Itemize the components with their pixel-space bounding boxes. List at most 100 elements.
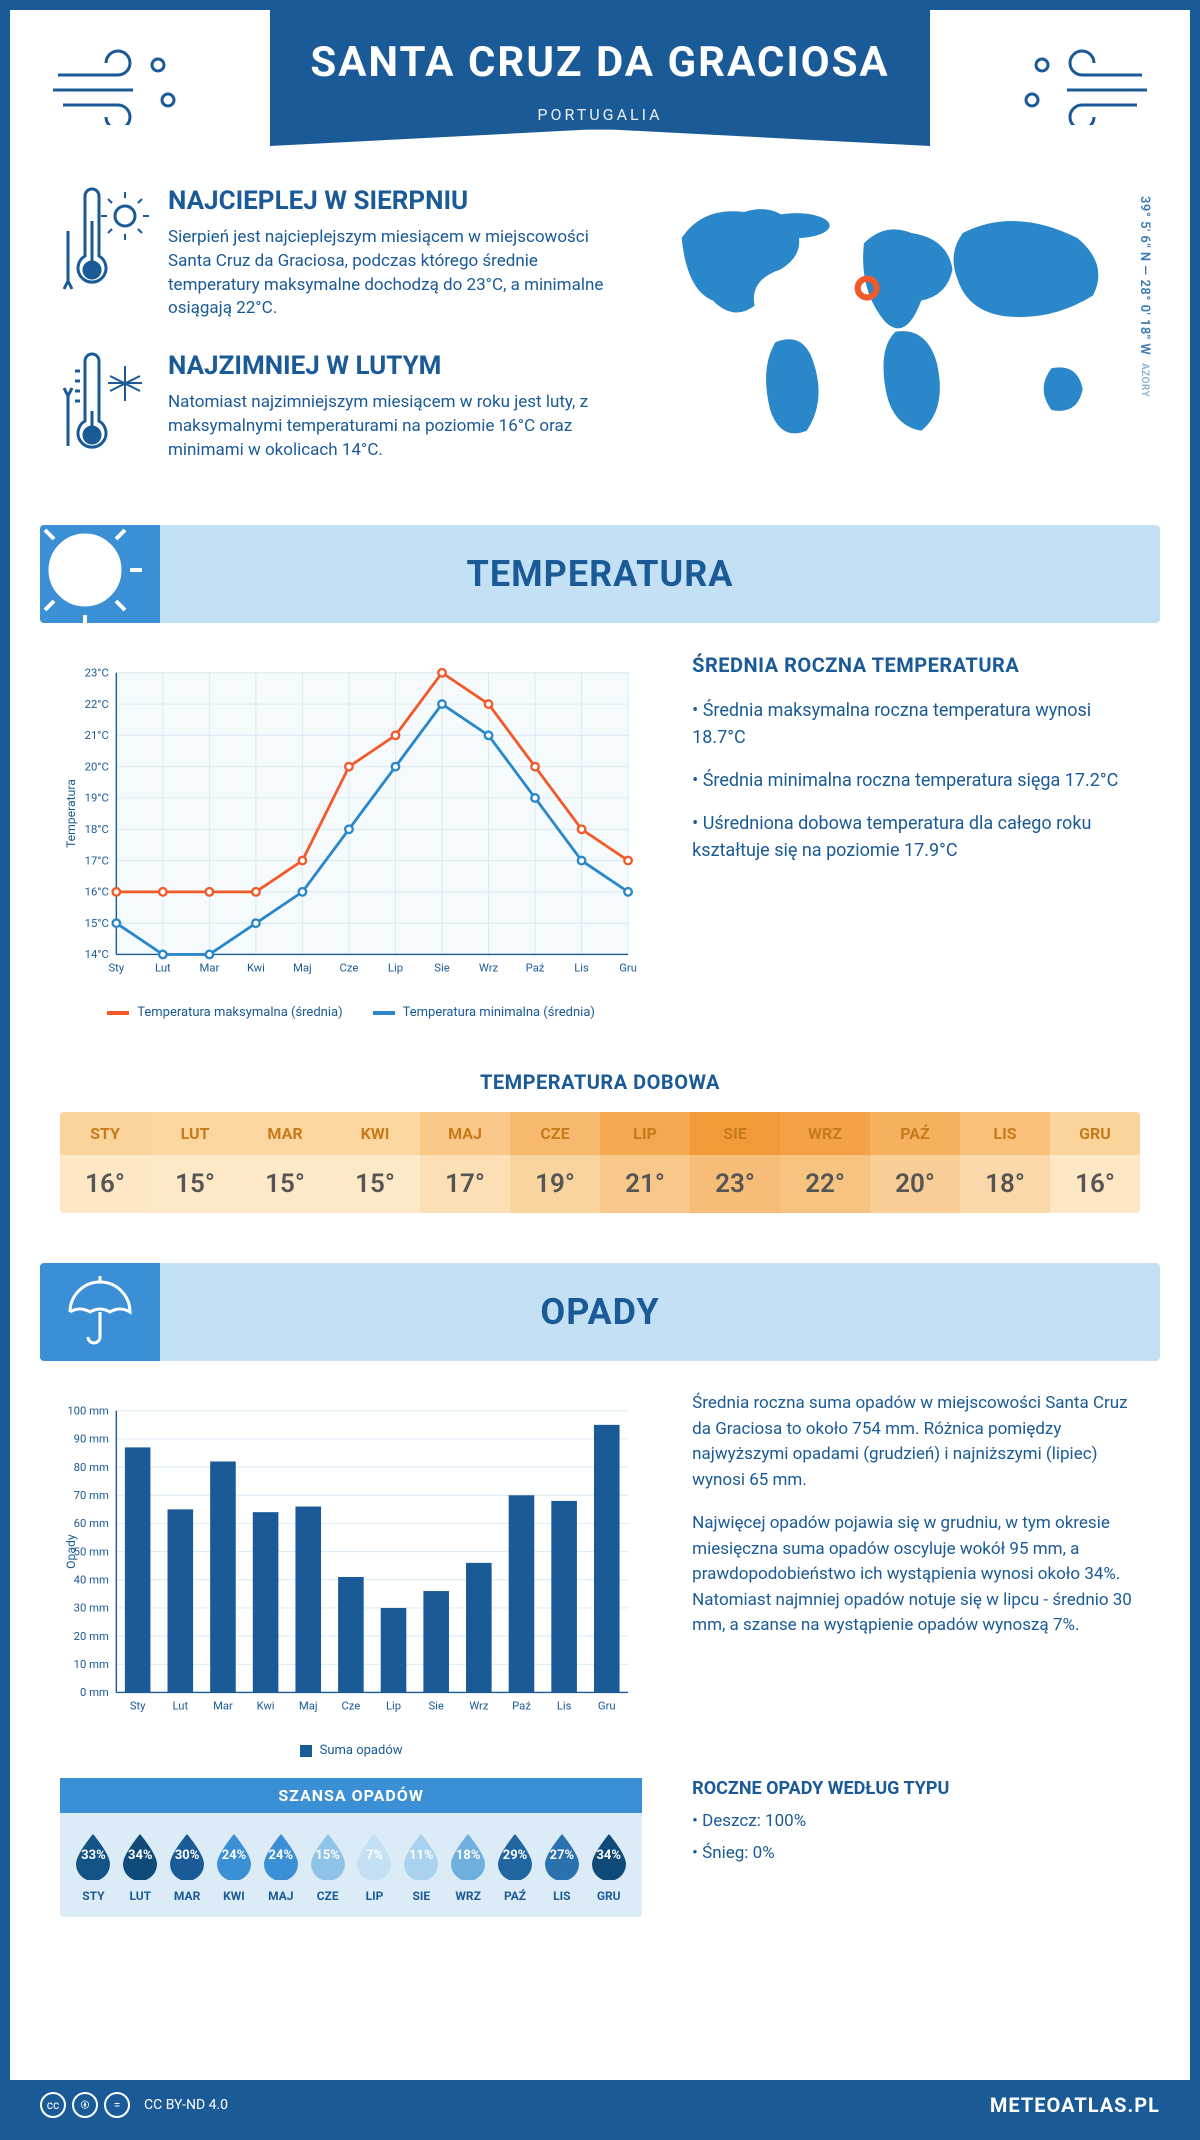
precip-paragraph: Średnia roczna suma opadów w miejscowośc… — [692, 1391, 1140, 1493]
svg-text:16°C: 16°C — [85, 886, 109, 899]
license-block: cc 🅯 = CC BY-ND 4.0 — [40, 2092, 228, 2118]
daily-month: MAR — [240, 1112, 330, 1155]
daily-col: LIS18° — [960, 1112, 1050, 1213]
daily-month: LIP — [600, 1112, 690, 1155]
chance-month: LIP — [351, 1889, 398, 1903]
svg-text:10 mm: 10 mm — [74, 1658, 109, 1671]
daily-col: CZE19° — [510, 1112, 600, 1213]
footer: cc 🅯 = CC BY-ND 4.0 METEOATLAS.PL — [10, 2080, 1190, 2130]
chance-col: 24% KWI — [211, 1827, 258, 1903]
chance-month: CZE — [304, 1889, 351, 1903]
daily-month: PAŹ — [870, 1112, 960, 1155]
svg-text:Lis: Lis — [557, 1700, 572, 1713]
cold-month-block: NAJZIMNIEJ W LUTYM Natomiast najzimniejs… — [60, 351, 610, 465]
daily-col: LUT15° — [150, 1112, 240, 1213]
svg-text:Opady: Opady — [64, 1534, 78, 1569]
svg-text:22°C: 22°C — [85, 698, 109, 711]
svg-text:Lut: Lut — [172, 1700, 188, 1713]
svg-text:21°C: 21°C — [85, 729, 109, 742]
daily-value: 22° — [780, 1155, 870, 1213]
chance-pct: 15% — [315, 1848, 340, 1863]
svg-text:Maj: Maj — [293, 962, 312, 975]
chance-panel: SZANSA OPADÓW 33%STY34%LUT30%MAR24%KWI24… — [60, 1778, 642, 1917]
chance-pct: 34% — [128, 1848, 153, 1863]
chance-col: 30% MAR — [164, 1827, 211, 1903]
svg-text:14°C: 14°C — [85, 948, 109, 961]
page-title: SANTA CRUZ DA GRACIOSA — [290, 38, 910, 87]
temp-info-heading: ŚREDNIA ROCZNA TEMPERATURA — [692, 653, 1140, 677]
daily-month: LUT — [150, 1112, 240, 1155]
daily-month: STY — [60, 1112, 150, 1155]
temp-chart-legend: Temperatura maksymalna (średnia) Tempera… — [60, 1005, 642, 1020]
daily-value: 16° — [1050, 1155, 1140, 1213]
hot-heading: NAJCIEPLEJ W SIERPNIU — [168, 186, 610, 216]
chance-col: 18%WRZ — [445, 1827, 492, 1903]
daily-month: MAJ — [420, 1112, 510, 1155]
page-subtitle: PORTUGALIA — [290, 105, 910, 124]
svg-text:Cze: Cze — [341, 1700, 360, 1713]
chance-month: MAR — [164, 1889, 211, 1903]
svg-text:70 mm: 70 mm — [74, 1489, 109, 1502]
chance-pct: 24% — [222, 1848, 247, 1863]
chance-month: SIE — [398, 1889, 445, 1903]
svg-text:Temperatura: Temperatura — [64, 779, 78, 848]
chance-col: 24%MAJ — [257, 1827, 304, 1903]
daily-value: 23° — [690, 1155, 780, 1213]
daily-value: 20° — [870, 1155, 960, 1213]
svg-text:Sty: Sty — [108, 962, 124, 975]
daily-temp-heading: TEMPERATURA DOBOWA — [10, 1070, 1190, 1094]
wind-decoration-right-icon — [1002, 45, 1152, 129]
svg-text:Paź: Paź — [512, 1700, 531, 1713]
temperature-chart: 14°C15°C16°C17°C18°C19°C20°C21°C22°C23°C… — [60, 653, 642, 993]
chance-pct: 7% — [366, 1848, 383, 1863]
svg-text:23°C: 23°C — [85, 667, 109, 680]
daily-value: 17° — [420, 1155, 510, 1213]
chance-pct: 34% — [596, 1848, 621, 1863]
daily-col: MAR15° — [240, 1112, 330, 1213]
umbrella-icon — [60, 1272, 140, 1352]
svg-text:60 mm: 60 mm — [74, 1517, 109, 1530]
daily-col: SIE23° — [690, 1112, 780, 1213]
svg-text:Lip: Lip — [388, 962, 403, 975]
svg-text:Mar: Mar — [213, 1700, 233, 1713]
header-banner: SANTA CRUZ DA GRACIOSA PORTUGALIA — [270, 10, 930, 146]
chance-heading: SZANSA OPADÓW — [60, 1778, 642, 1813]
chance-col: 34% LUT — [117, 1827, 164, 1903]
daily-col: GRU16° — [1050, 1112, 1140, 1213]
svg-text:40 mm: 40 mm — [74, 1574, 109, 1587]
precip-chart: 0 mm10 mm20 mm30 mm40 mm50 mm60 mm70 mm8… — [60, 1391, 642, 1731]
chance-col: 34%GRU — [585, 1827, 632, 1903]
chance-col: 15% CZE — [304, 1827, 351, 1903]
daily-value: 15° — [330, 1155, 420, 1213]
chance-month: PAŹ — [492, 1889, 539, 1903]
wind-decoration-left-icon — [48, 45, 198, 129]
svg-text:17°C: 17°C — [85, 855, 109, 868]
svg-text:Gru: Gru — [619, 962, 637, 975]
daily-value: 19° — [510, 1155, 600, 1213]
svg-text:Cze: Cze — [340, 962, 359, 975]
chance-pct: 30% — [175, 1848, 200, 1863]
chance-month: LUT — [117, 1889, 164, 1903]
chance-col: 29%PAŹ — [492, 1827, 539, 1903]
temp-info-bullet: • Średnia minimalna roczna temperatura s… — [692, 767, 1140, 794]
chance-pct: 33% — [81, 1848, 106, 1863]
svg-text:100 mm: 100 mm — [67, 1405, 109, 1418]
chance-month: LIS — [538, 1889, 585, 1903]
daily-value: 21° — [600, 1155, 690, 1213]
chance-month: KWI — [211, 1889, 258, 1903]
precip-banner: OPADY — [40, 1263, 1160, 1361]
world-map — [640, 186, 1140, 457]
precip-chart-legend: Suma opadów — [60, 1743, 642, 1758]
svg-text:Lip: Lip — [386, 1700, 401, 1713]
svg-text:Maj: Maj — [299, 1700, 318, 1713]
cold-heading: NAJZIMNIEJ W LUTYM — [168, 351, 610, 381]
cold-text: Natomiast najzimniejszym miesiącem w rok… — [168, 391, 610, 462]
daily-value: 15° — [240, 1155, 330, 1213]
svg-text:30 mm: 30 mm — [74, 1602, 109, 1615]
svg-text:50 mm: 50 mm — [74, 1546, 109, 1559]
svg-text:Sie: Sie — [428, 1700, 443, 1713]
svg-text:Sie: Sie — [434, 962, 449, 975]
temp-info-bullet: • Uśredniona dobowa temperatura dla całe… — [692, 810, 1140, 864]
svg-text:0 mm: 0 mm — [80, 1686, 109, 1699]
chance-pct: 24% — [269, 1848, 294, 1863]
